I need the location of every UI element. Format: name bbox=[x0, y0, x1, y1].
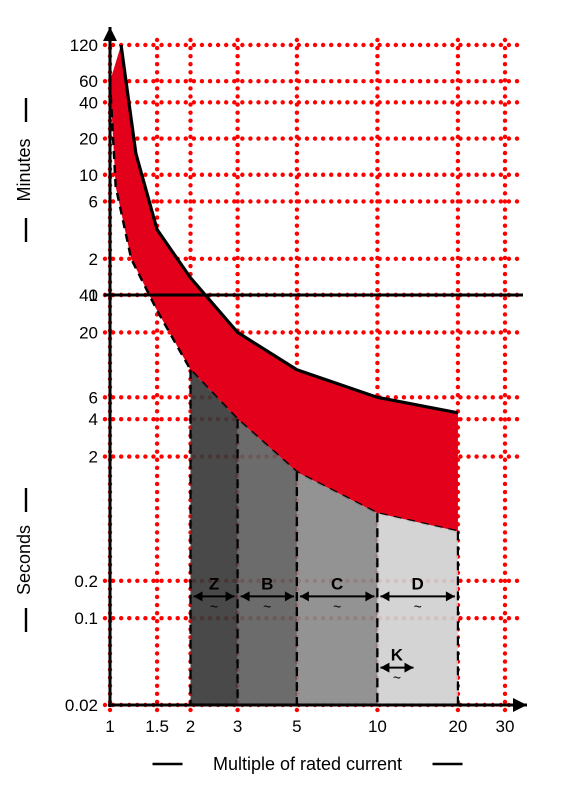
mag-band-z bbox=[190, 370, 237, 705]
y-tick: 6 bbox=[89, 192, 98, 211]
y-tick: 20 bbox=[79, 323, 98, 342]
y-tick: 4 bbox=[89, 410, 98, 429]
svg-text:K: K bbox=[391, 646, 404, 665]
svg-text:D: D bbox=[412, 574, 424, 593]
y-tick: 120 bbox=[70, 36, 98, 55]
x-tick: 5 bbox=[292, 717, 301, 736]
y-tick: 10 bbox=[79, 166, 98, 185]
x-label: Multiple of rated current bbox=[213, 754, 402, 774]
svg-text:Seconds: Seconds bbox=[14, 525, 34, 595]
y-tick: 40 bbox=[79, 286, 98, 305]
y-tick: 60 bbox=[79, 72, 98, 91]
y-label-minutes: Minutes bbox=[14, 98, 34, 242]
y-tick: 20 bbox=[79, 130, 98, 149]
chart-svg: Z~B~C~D~K~11.5235102030126102040601200.0… bbox=[0, 0, 575, 808]
x-tick: 10 bbox=[368, 717, 387, 736]
svg-text:Z: Z bbox=[209, 574, 219, 593]
svg-text:~: ~ bbox=[263, 598, 271, 614]
x-tick: 3 bbox=[233, 717, 242, 736]
y-tick: 2 bbox=[89, 448, 98, 467]
svg-text:Minutes: Minutes bbox=[14, 138, 34, 201]
svg-text:C: C bbox=[331, 574, 343, 593]
y-tick: 0.02 bbox=[65, 696, 98, 715]
y-tick: 0.1 bbox=[74, 609, 98, 628]
x-tick: 2 bbox=[186, 717, 195, 736]
x-tick: 30 bbox=[496, 717, 515, 736]
x-tick: 1 bbox=[105, 717, 114, 736]
x-tick: 1.5 bbox=[145, 717, 169, 736]
svg-text:~: ~ bbox=[393, 670, 401, 686]
trip-curve-chart: Z~B~C~D~K~11.5235102030126102040601200.0… bbox=[0, 0, 575, 808]
svg-text:~: ~ bbox=[333, 598, 341, 614]
y-tick: 40 bbox=[79, 93, 98, 112]
thermal-upper-curve bbox=[121, 45, 458, 413]
x-tick: 20 bbox=[448, 717, 467, 736]
y-tick: 0.2 bbox=[74, 572, 98, 591]
svg-text:B: B bbox=[261, 574, 273, 593]
y-label-seconds: Seconds bbox=[14, 488, 34, 632]
svg-text:~: ~ bbox=[210, 598, 218, 614]
y-tick: 2 bbox=[89, 250, 98, 269]
y-tick: 6 bbox=[89, 388, 98, 407]
svg-text:~: ~ bbox=[414, 598, 422, 614]
